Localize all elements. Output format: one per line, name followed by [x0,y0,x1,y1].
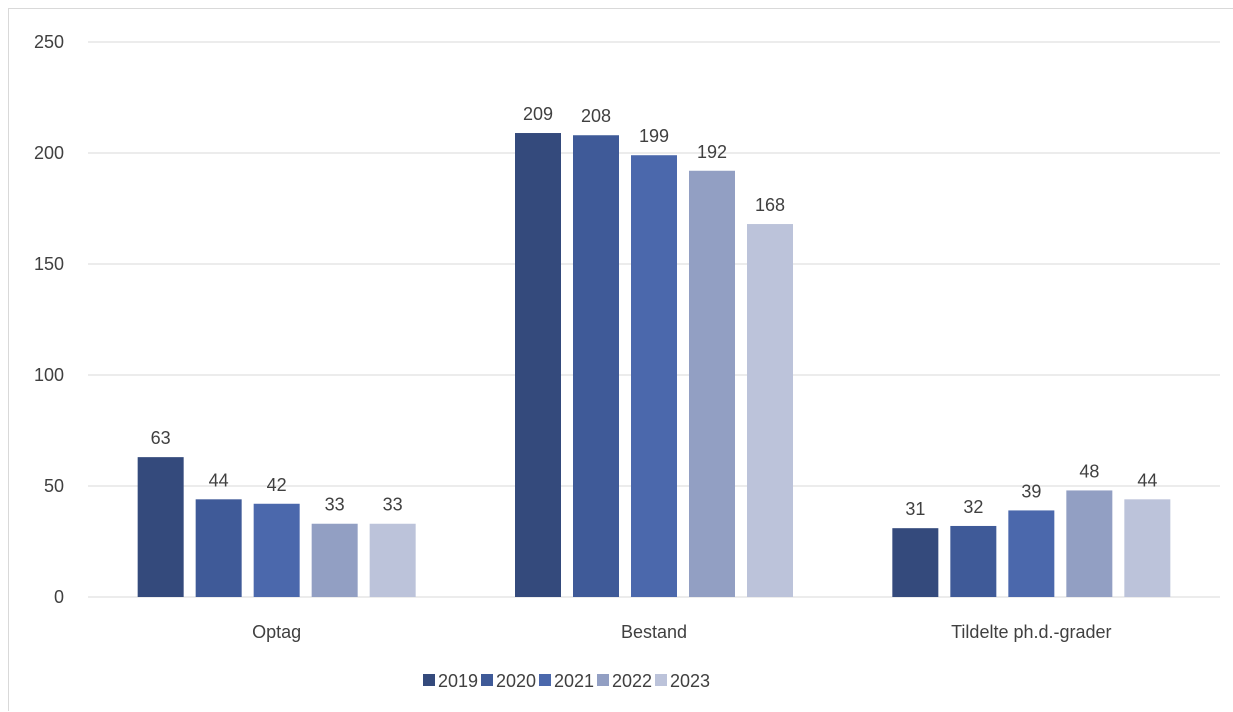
data-label: 208 [581,106,611,126]
legend-item: 2020 [481,671,536,691]
legend-swatch [539,674,551,686]
bar [1008,510,1055,597]
data-label: 32 [963,497,983,517]
data-label: 33 [383,495,403,515]
data-label: 209 [523,104,553,124]
x-axis-categories: Optag Bestand Tildelte ph.d.-grader [252,622,1111,642]
category-label: Optag [252,622,301,642]
legend-item: 2022 [597,671,652,691]
bar-chart: 0 50 100 150 200 250 63 44 42 33 33 209 208 199 192 16… [34,32,1220,691]
data-label: 44 [209,470,229,490]
legend-label: 2022 [612,671,652,691]
legend-item: 2023 [655,671,710,691]
y-tick-label: 50 [44,476,64,496]
legend-label: 2020 [496,671,536,691]
chart-frame: 0 50 100 150 200 250 63 44 42 33 33 209 208 199 192 16… [8,8,1233,711]
data-label: 199 [639,126,669,146]
bar [1066,490,1113,597]
bar [689,170,735,597]
bar [137,457,184,597]
y-tick-label: 150 [34,254,64,274]
data-label: 33 [325,495,345,515]
data-label: 63 [151,428,171,448]
y-tick-label: 250 [34,32,64,52]
data-label: 48 [1079,461,1099,481]
legend-label: 2021 [554,671,594,691]
data-label: 168 [755,195,785,215]
bar [253,503,300,597]
legend-label: 2023 [670,671,710,691]
legend-item: 2019 [423,671,478,691]
bar [950,525,997,597]
bar [573,135,619,597]
bar [1124,499,1171,597]
bar [195,499,242,597]
legend-item: 2021 [539,671,594,691]
data-labels: 63 44 42 33 33 209 208 199 192 168 31 32 39 48 44 [151,104,1158,519]
data-label: 192 [697,142,727,162]
bars [137,133,1171,598]
bar [631,155,677,597]
data-label: 39 [1021,481,1041,501]
y-tick-label: 0 [54,587,64,607]
bar [369,523,416,597]
bar [892,528,939,597]
bar [515,133,561,597]
y-tick-label: 100 [34,365,64,385]
y-tick-label: 200 [34,143,64,163]
legend-swatch [481,674,493,686]
legend: 2019 2020 2021 2022 2023 [423,671,710,691]
y-axis-ticks: 0 50 100 150 200 250 [34,32,64,607]
bar [747,224,793,598]
category-label: Bestand [621,622,687,642]
legend-label: 2019 [438,671,478,691]
legend-swatch [423,674,435,686]
data-label: 31 [905,499,925,519]
legend-swatch [655,674,667,686]
category-label: Tildelte ph.d.-grader [951,622,1111,642]
bar [311,523,358,597]
data-label: 44 [1137,470,1157,490]
data-label: 42 [267,475,287,495]
legend-swatch [597,674,609,686]
